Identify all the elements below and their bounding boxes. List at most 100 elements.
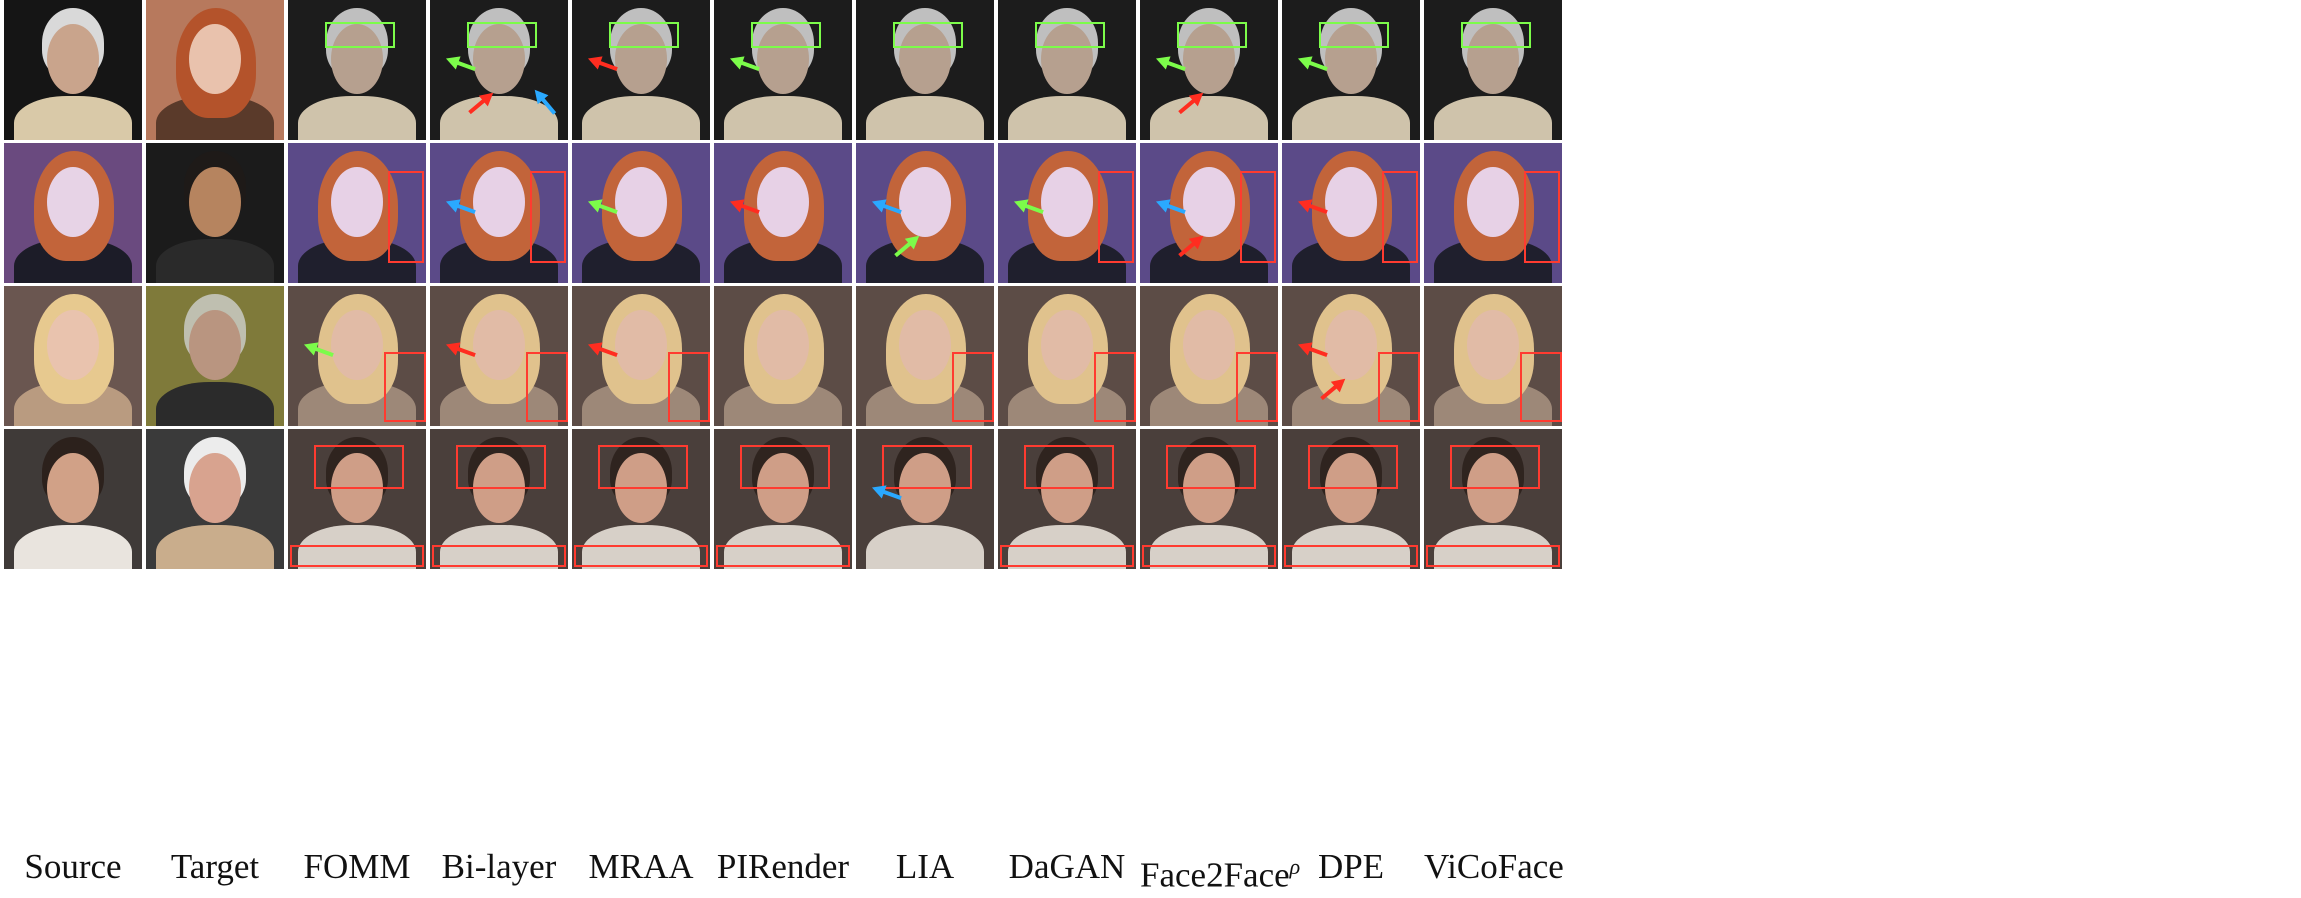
portrait-face <box>1041 310 1093 380</box>
image-cell <box>998 143 1136 283</box>
portrait-face <box>47 24 99 94</box>
column-label-text: ViCoFace <box>1424 847 1564 886</box>
portrait-shoulders <box>1150 96 1268 140</box>
column-label: DaGAN <box>998 845 1136 889</box>
portrait-shoulders <box>582 96 700 140</box>
portrait-face <box>189 167 241 237</box>
portrait-shoulders <box>156 239 274 283</box>
image-cell <box>714 0 852 140</box>
red-highlight-box <box>456 445 546 489</box>
image-cell <box>998 429 1136 569</box>
portrait-shoulders <box>1292 96 1410 140</box>
portrait-shoulders <box>1150 525 1268 569</box>
image-cell <box>288 429 426 569</box>
portrait-face <box>1467 167 1519 237</box>
column-label: PIRender <box>714 845 852 889</box>
green-arrow-icon <box>1155 56 1186 72</box>
column-label: Face2Faceρ <box>1140 845 1300 898</box>
column-label: MRAA <box>572 845 710 889</box>
portrait-shoulders <box>440 525 558 569</box>
image-cell <box>1282 286 1420 426</box>
red-arrow-icon <box>1178 235 1204 258</box>
image-cell <box>714 286 852 426</box>
portrait-face <box>47 310 99 380</box>
portrait-face <box>331 24 383 94</box>
image-cell <box>4 143 142 283</box>
portrait-face <box>189 24 241 94</box>
red-highlight-box <box>1426 545 1560 567</box>
blue-arrow-icon <box>445 199 476 215</box>
column-captions: Source Target FOMM Bi-layer MRAA PIRender LIA D… <box>0 845 2301 897</box>
red-highlight-box <box>1142 545 1276 567</box>
column-label: FOMM <box>288 845 426 889</box>
portrait-shoulders <box>156 382 274 426</box>
red-arrow-icon <box>729 199 760 215</box>
red-highlight-box <box>1284 545 1418 567</box>
image-cell <box>714 429 852 569</box>
image-cell <box>288 0 426 140</box>
image-cell <box>430 143 568 283</box>
portrait-face <box>1467 310 1519 380</box>
image-cell <box>572 429 710 569</box>
portrait-face <box>473 167 525 237</box>
image-cell <box>572 0 710 140</box>
blue-arrow-icon <box>1155 199 1186 215</box>
portrait-face <box>1183 310 1235 380</box>
portrait-face <box>615 310 667 380</box>
image-cell <box>1424 0 1562 140</box>
red-arrow-icon <box>587 56 618 72</box>
image-cell <box>4 429 142 569</box>
column-label-text: LIA <box>895 847 955 886</box>
red-highlight-box <box>1024 445 1114 489</box>
green-arrow-icon <box>729 56 760 72</box>
red-highlight-box <box>952 352 994 422</box>
column-label: Target <box>146 845 284 889</box>
red-highlight-box <box>1166 445 1256 489</box>
portrait-face <box>189 310 241 380</box>
red-highlight-box <box>740 445 830 489</box>
portrait-face <box>473 24 525 94</box>
portrait-face <box>47 453 99 523</box>
green-arrow-icon <box>1013 199 1044 215</box>
column-label-text: DaGAN <box>1008 847 1126 886</box>
image-cell <box>288 143 426 283</box>
red-arrow-icon <box>1320 378 1346 401</box>
red-highlight-box <box>1000 545 1134 567</box>
portrait-face <box>899 167 951 237</box>
portrait-shoulders <box>156 525 274 569</box>
red-highlight-box <box>1240 171 1276 263</box>
image-cell <box>1282 429 1420 569</box>
red-highlight-box <box>290 545 424 567</box>
portrait-face <box>899 310 951 380</box>
red-highlight-box <box>668 352 710 422</box>
column-label-text: MRAA <box>588 847 694 886</box>
portrait-face <box>899 24 951 94</box>
image-cell <box>1424 143 1562 283</box>
red-highlight-box <box>1094 352 1136 422</box>
red-highlight-box <box>432 545 566 567</box>
portrait-face <box>1325 24 1377 94</box>
column-label-text: Target <box>170 847 260 886</box>
portrait-face <box>757 310 809 380</box>
image-cell <box>146 143 284 283</box>
image-cell <box>430 286 568 426</box>
red-highlight-box <box>1308 445 1398 489</box>
portrait-shoulders <box>724 525 842 569</box>
column-label-text: Face2Face <box>1140 855 1290 895</box>
red-arrow-icon <box>445 342 476 358</box>
image-cell <box>1140 0 1278 140</box>
image-cell <box>572 286 710 426</box>
red-highlight-box <box>716 545 850 567</box>
portrait-face <box>1183 167 1235 237</box>
portrait-shoulders <box>724 96 842 140</box>
column-label-superscript: ρ <box>1289 854 1301 879</box>
column-label-text: DPE <box>1317 847 1385 886</box>
portrait-shoulders <box>1292 525 1410 569</box>
image-cell <box>146 0 284 140</box>
portrait-face <box>1041 167 1093 237</box>
image-cell <box>998 0 1136 140</box>
image-cell <box>288 286 426 426</box>
image-cell <box>146 429 284 569</box>
portrait-shoulders <box>866 525 984 569</box>
